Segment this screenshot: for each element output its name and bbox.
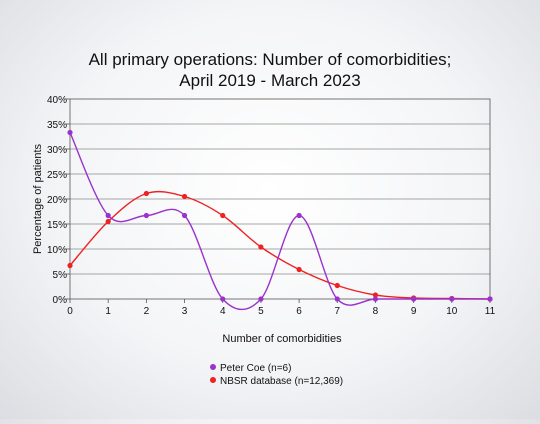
data-point [67,262,73,269]
legend-label: NBSR database (n=12,369) [220,376,343,387]
data-point [181,212,188,219]
x-tick-label: 2 [144,306,150,317]
data-point [105,212,111,219]
y-tick-label: 30% [47,145,67,156]
chart-title-line-1: All primary operations: Number of comorb… [89,50,452,69]
data-point [411,296,417,302]
series-1 [67,190,493,302]
x-tick-label: 7 [334,306,340,317]
data-point [220,212,226,219]
series-line [69,132,490,311]
data-point [372,296,379,302]
data-point [220,296,226,302]
x-tick-label: 9 [411,306,417,317]
legend: Peter Coe (n=6) NBSR database (n=12,369) [210,363,343,387]
data-point [143,190,149,197]
data-point [334,296,340,302]
x-axis-label: Number of comorbidities [222,333,342,345]
data-point [487,296,493,302]
y-tick-label: 15% [47,220,67,231]
data-point [296,212,302,219]
x-tick-label: 6 [296,306,302,317]
data-point [296,266,302,273]
series-line [69,190,491,300]
data-point [258,296,264,302]
legend-marker [210,364,216,370]
legend-marker [210,377,216,383]
y-tick-label: 10% [47,245,67,256]
y-tick-label: 5% [53,270,68,281]
series-lines [67,129,493,311]
y-axis-ticks: 0% 5% 10% 15% 20% 25% 30% 35% 40% [47,95,70,306]
y-axis-label: Percentage of patients [32,143,44,254]
x-tick-label: 11 [485,306,496,317]
x-tick-label: 8 [373,306,379,317]
legend-label: Peter Coe (n=6) [220,363,291,374]
x-axis-ticks: 0 1 2 3 4 5 6 7 8 9 10 11 [67,299,496,317]
y-tick-label: 20% [47,195,67,206]
data-point [372,292,379,298]
data-point [67,129,73,136]
y-tick-label: 25% [47,170,67,181]
data-point [105,218,111,225]
y-tick-label: 40% [47,95,67,106]
data-point [449,296,455,302]
data-point [143,212,149,219]
x-tick-label: 0 [67,306,73,317]
series-0 [67,129,493,311]
data-point [334,282,340,289]
x-tick-label: 5 [258,306,264,317]
data-point [258,244,264,250]
x-tick-label: 10 [446,306,458,317]
data-point [181,193,188,200]
y-tick-label: 35% [47,120,67,131]
x-tick-label: 3 [182,306,188,317]
x-tick-label: 1 [105,306,111,317]
chart-title-line-2: April 2019 - March 2023 [179,71,360,90]
gridlines [70,123,490,275]
y-tick-label: 0% [53,295,68,306]
x-tick-label: 4 [220,306,226,317]
